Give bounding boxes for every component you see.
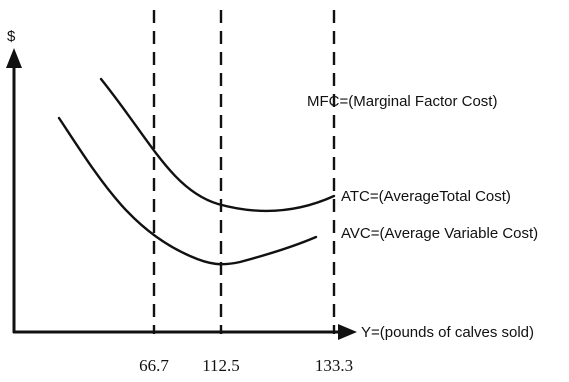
atc-label: ATC=(AverageTotal Cost) bbox=[341, 188, 511, 205]
avc-label: AVC=(Average Variable Cost) bbox=[341, 225, 538, 242]
tick-label-66-7: 66.7 bbox=[139, 356, 169, 375]
x-axis-label: Y=(pounds of calves sold) bbox=[361, 324, 534, 341]
tick-label-133-3: 133.3 bbox=[315, 356, 353, 375]
x-axis-arrowhead bbox=[338, 324, 357, 340]
y-axis-label: $ bbox=[7, 28, 16, 45]
tick-label-112-5: 112.5 bbox=[202, 356, 240, 375]
avc-curve bbox=[57, 116, 318, 266]
y-axis-arrowhead bbox=[6, 48, 22, 68]
atc-curve bbox=[99, 77, 336, 213]
mfc-label: MFC=(Marginal Factor Cost) bbox=[307, 93, 497, 110]
